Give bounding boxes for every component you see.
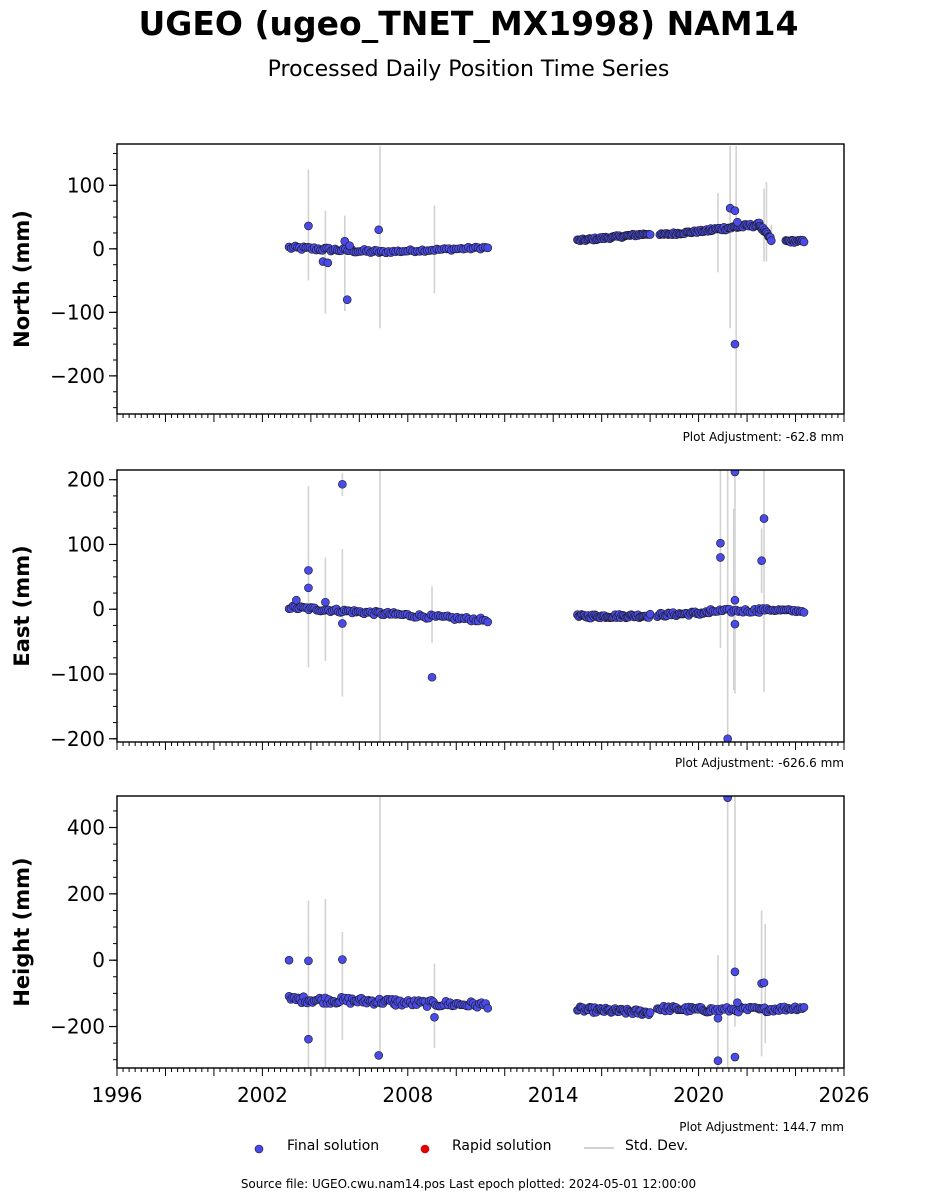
data-point — [345, 241, 354, 250]
data-point — [730, 206, 740, 216]
plot-adjustment: Plot Adjustment: -62.8 mm — [683, 430, 844, 444]
data-point — [304, 956, 313, 966]
x-tick-label: 2008 — [382, 1083, 433, 1107]
data-point — [374, 225, 384, 235]
data-point — [342, 295, 352, 304]
data-point — [730, 595, 740, 605]
data-point — [483, 1003, 493, 1013]
data-point — [713, 1056, 723, 1066]
plot-adjustment: Plot Adjustment: 144.7 mm — [679, 1120, 844, 1134]
data-point — [723, 734, 732, 742]
data-point — [716, 538, 725, 548]
chart-title: UGEO (ugeo_TNET_MX1998) NAM14 — [138, 4, 799, 43]
y-tick-label: 0 — [92, 237, 105, 261]
data-point — [766, 236, 776, 245]
data-point — [483, 243, 493, 253]
y-axis-label: East (mm) — [10, 545, 34, 666]
y-tick-label: 100 — [67, 532, 105, 556]
data-point — [304, 1034, 313, 1044]
x-tick-label: 2014 — [528, 1083, 579, 1107]
y-tick-label: −100 — [50, 300, 105, 324]
y-tick-label: −200 — [50, 364, 105, 388]
data-point — [730, 470, 740, 477]
data-point — [427, 672, 437, 682]
axes-frame — [116, 143, 845, 415]
data-point — [713, 1013, 723, 1023]
legend-final-label: Final solution — [287, 1138, 380, 1154]
data-point — [730, 1052, 740, 1062]
panel-north: 100 0 −100 −200 North (mm) Plot Adjustment: -… — [10, 143, 845, 444]
x-tick-label: 2002 — [237, 1083, 288, 1107]
data-point — [338, 955, 347, 964]
data-point — [730, 967, 740, 977]
data-point — [292, 595, 301, 605]
y-tick-label: 0 — [92, 597, 105, 621]
data-point — [799, 1002, 809, 1012]
plot-area — [284, 796, 809, 1068]
data-point — [338, 619, 347, 628]
data-point — [759, 978, 769, 988]
data-point — [338, 479, 347, 489]
data-point — [645, 1008, 655, 1017]
data-point — [733, 217, 742, 227]
data-point — [730, 339, 740, 349]
y-axis-label: North (mm) — [10, 210, 34, 348]
y-axis-label: Height (mm) — [10, 857, 34, 1006]
data-point — [645, 609, 655, 619]
source-note: Source file: UGEO.cwu.nam14.pos Last epo… — [240, 1177, 697, 1191]
y-tick-label: 200 — [67, 882, 105, 906]
y-tick-label: −200 — [50, 1015, 105, 1039]
x-tick-label: 2026 — [819, 1083, 870, 1107]
x-tick-label: 2020 — [673, 1083, 724, 1107]
legend-rapid-label: Rapid solution — [452, 1138, 552, 1154]
y-tick-label: −200 — [50, 727, 105, 751]
data-point — [757, 556, 766, 565]
data-point — [483, 617, 493, 627]
data-point — [730, 619, 740, 629]
y-tick-label: −100 — [50, 662, 105, 686]
y-tick-label: 0 — [92, 948, 105, 972]
data-point — [374, 1051, 384, 1060]
data-point — [645, 230, 655, 239]
plot-area — [284, 470, 809, 742]
plot-adjustment: Plot Adjustment: -626.6 mm — [675, 756, 844, 770]
x-tick-label: 1996 — [92, 1083, 143, 1107]
data-point — [304, 221, 313, 231]
data-point — [323, 258, 333, 268]
y-tick-label: 100 — [67, 173, 105, 197]
data-point — [759, 514, 769, 523]
legend-stddev-line — [584, 1147, 614, 1149]
y-tick-label: 400 — [67, 816, 105, 840]
panel-height: 400 200 0 −200 1996 2002 2008 2014 2020 2026 Heigh… — [10, 795, 870, 1134]
plot-area — [284, 145, 809, 414]
data-point — [430, 1012, 439, 1022]
data-point — [723, 796, 732, 802]
data-point — [799, 608, 809, 617]
legend-final-marker — [254, 1144, 264, 1154]
chart-subtitle: Processed Daily Position Time Series — [267, 57, 670, 82]
data-point — [716, 553, 725, 562]
panel-east: 200 100 0 −100 −200 East (mm) Plot Adjustment:… — [10, 468, 845, 770]
data-point — [733, 998, 742, 1007]
legend-stddev-label: Std. Dev. — [625, 1138, 689, 1154]
data-point — [284, 955, 294, 965]
data-point — [799, 237, 809, 247]
data-point — [304, 583, 313, 593]
data-point — [321, 597, 330, 607]
y-tick-label: 200 — [67, 468, 105, 492]
legend-rapid-marker — [420, 1144, 430, 1154]
data-point — [304, 566, 313, 575]
